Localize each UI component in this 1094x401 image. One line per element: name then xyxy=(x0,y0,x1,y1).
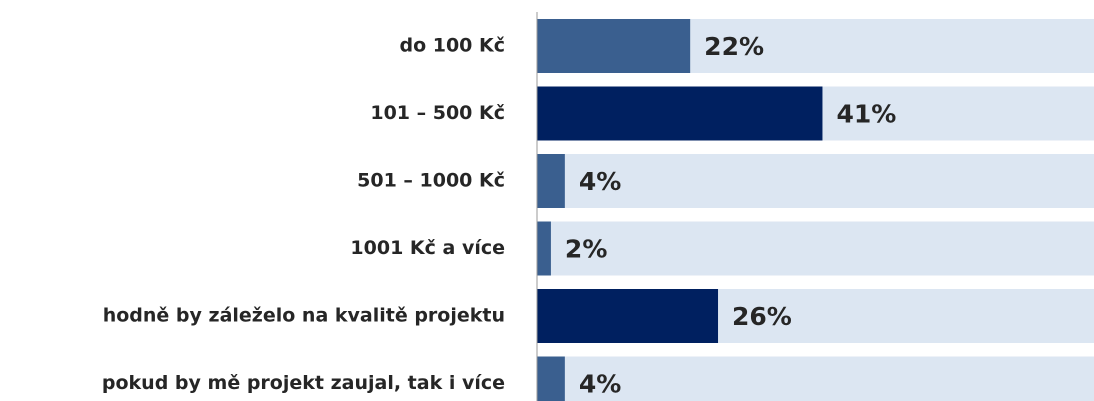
category-label: 1001 Kč a více xyxy=(350,237,505,259)
value-label: 2% xyxy=(565,235,607,264)
bar-track xyxy=(537,154,1094,208)
bar xyxy=(537,356,565,401)
bar xyxy=(537,154,565,208)
category-label: hodně by záleželo na kvalitě projektu xyxy=(103,305,505,327)
bar xyxy=(537,86,823,141)
bar xyxy=(537,289,719,343)
category-label: 501 – 1000 Kč xyxy=(357,170,505,192)
bar xyxy=(537,221,551,276)
value-label: 4% xyxy=(579,370,621,399)
bar-track xyxy=(537,356,1094,401)
category-label: pokud by mě projekt zaujal, tak i více xyxy=(102,372,505,394)
value-label: 41% xyxy=(836,100,896,129)
value-label: 22% xyxy=(704,32,764,61)
category-label: do 100 Kč xyxy=(399,35,505,57)
category-label: 101 – 500 Kč xyxy=(370,102,505,124)
bar-track xyxy=(537,221,1094,276)
value-label: 4% xyxy=(579,167,621,196)
bar xyxy=(537,19,691,73)
value-label: 26% xyxy=(732,302,792,331)
